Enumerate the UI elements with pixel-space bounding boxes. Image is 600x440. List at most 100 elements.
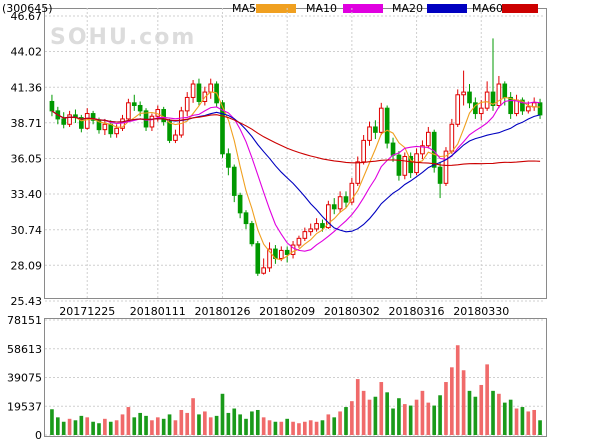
candle-body-up (367, 126, 372, 141)
candle-body-up (84, 113, 90, 129)
volume-bar (167, 414, 172, 435)
volume-bar (467, 390, 472, 435)
candle-body-up (190, 83, 196, 98)
volume-bar (214, 415, 219, 435)
price-y-tick: 36.05 (11, 153, 43, 166)
volume-bar (155, 417, 160, 435)
volume-bar (432, 405, 437, 435)
volume-bar (502, 402, 507, 435)
candle-body-down (373, 126, 378, 133)
volume-bar (391, 408, 395, 435)
volume-bar (308, 420, 313, 435)
volume-bar (414, 399, 419, 435)
volume-bar (361, 390, 366, 435)
candle-body-up (449, 123, 455, 152)
candle-body-down (79, 117, 84, 129)
candle-body-up (484, 91, 490, 109)
volume-bar (520, 407, 525, 435)
candle-body-down (490, 91, 496, 106)
volume-bar (97, 423, 101, 435)
price-x-tick: 20180209 (259, 305, 315, 318)
volume-bar (326, 414, 331, 435)
price-y-axis: 46.67 44.02 41.36 38.71 36.05 33.40 30.74 28.09… (11, 10, 43, 308)
legend: MA5 MA10 MA20 MA60 (232, 2, 538, 15)
candle-body-down (331, 204, 337, 210)
candle-body-down (131, 102, 137, 106)
volume-bar (491, 390, 495, 435)
candle-body-up (514, 99, 519, 115)
candle-body-up (496, 83, 502, 106)
volume-bar (285, 418, 290, 435)
candle-body-down (467, 91, 472, 104)
volume-bar (461, 370, 466, 435)
candlestick-series (49, 38, 543, 276)
ma20-line (51, 110, 541, 233)
volume-bar (208, 417, 213, 435)
candle-body-down (508, 96, 513, 115)
candle-body-up (126, 102, 131, 120)
watermark: SOHU.com (50, 25, 196, 50)
volume-bar (514, 408, 519, 435)
volume-bar (161, 418, 166, 435)
legend-ma10-swatch (343, 4, 383, 13)
candle-body-down (396, 154, 402, 176)
candle-body-up (455, 94, 461, 125)
volume-bar (255, 409, 260, 435)
price-x-tick: 20180330 (453, 305, 509, 318)
volume-bar (344, 407, 348, 435)
volume-bar (138, 412, 142, 435)
volume-y-tick: 19537 (7, 400, 42, 413)
candle-body-up (102, 123, 108, 131)
candle-body-up (173, 134, 178, 141)
candle-body-down (61, 118, 67, 125)
candle-body-down (384, 107, 390, 144)
volume-bar (538, 420, 542, 435)
candle-body-down (537, 102, 543, 116)
candle-body-down (390, 142, 396, 156)
candle-body-down (231, 166, 237, 196)
volume-bar (508, 399, 513, 435)
price-y-tick: 30.74 (11, 224, 43, 237)
volume-y-tick: 0 (35, 429, 42, 440)
candle-body-up (337, 196, 343, 210)
price-x-tick: 20180111 (130, 305, 186, 318)
volume-bar (338, 411, 342, 435)
price-panel-frame (44, 8, 547, 299)
volume-bar (232, 408, 237, 435)
volume-bar (185, 412, 190, 435)
volume-bar (197, 414, 201, 435)
candle-body-up (425, 131, 431, 147)
volume-bar (532, 409, 537, 435)
candle-body-up (478, 107, 484, 115)
candle-body-up (261, 267, 266, 274)
candle-body-up (114, 127, 119, 135)
price-x-axis: 20171225 20180111 20180126 20180209 20180302… (59, 305, 509, 318)
volume-bar (402, 404, 407, 435)
price-y-tick: 46.67 (11, 10, 43, 23)
candle-body-up (278, 249, 284, 259)
volume-bar (150, 420, 154, 435)
volume-bar (244, 418, 248, 435)
volume-bar (267, 420, 272, 435)
volume-bar (73, 420, 78, 435)
volume-bar (114, 420, 119, 435)
volume-bar (444, 382, 448, 435)
candle-body-up (326, 204, 331, 229)
volume-bar (61, 421, 66, 435)
volume-bar (120, 414, 125, 435)
price-x-tick: 20171225 (59, 305, 115, 318)
candle-body-down (161, 109, 167, 123)
candle-body-up (267, 248, 272, 269)
candle-body-down (196, 83, 202, 102)
volume-y-tick: 58613 (7, 343, 42, 356)
volume-bar (126, 407, 131, 435)
candle-body-down (408, 155, 414, 174)
candle-body-up (184, 96, 190, 112)
candle-body-down (226, 153, 231, 168)
candle-body-down (502, 83, 508, 98)
candle-body-down (520, 99, 525, 112)
candle-body-down (249, 223, 255, 245)
volume-bar (67, 418, 72, 435)
volume-bar (355, 379, 360, 435)
